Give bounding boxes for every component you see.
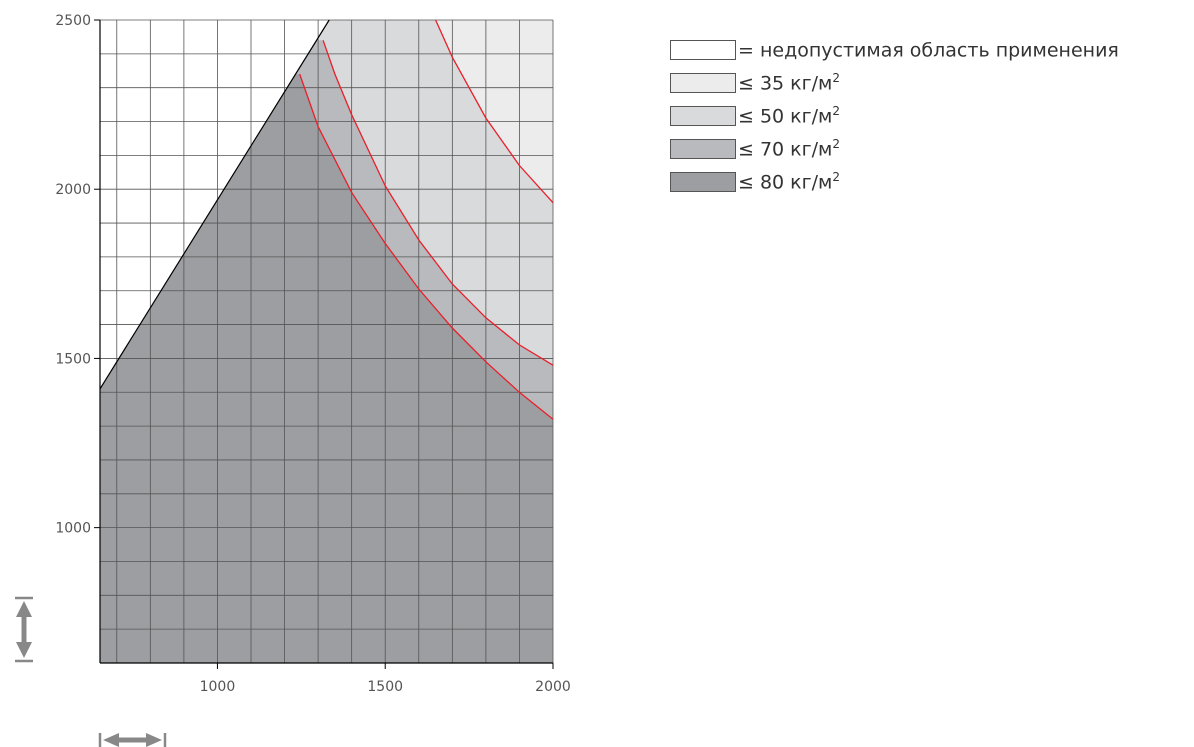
y-tick-label: 1000 (55, 521, 91, 537)
legend-swatch (670, 72, 736, 93)
legend-label: ≤ 35 кг/м2 (738, 70, 841, 95)
legend-label: ≤ 70 кг/м2 (738, 136, 841, 161)
horizontal-dimension-arrow-icon (98, 733, 167, 747)
boundary-line (99, 19, 330, 390)
y-tick-label: 1500 (55, 351, 91, 367)
legend-item: = недопустимая область применения (670, 33, 1119, 66)
legend-label: ≤ 50 кг/м2 (738, 103, 841, 128)
x-tick-label: 2000 (535, 679, 571, 695)
zone-area (100, 74, 553, 664)
legend: = недопустимая область применения ≤ 35 к… (670, 33, 1119, 198)
red-curve (322, 40, 554, 366)
legend-label: = недопустимая область применения (738, 39, 1119, 62)
legend-swatch (670, 138, 736, 159)
zone-areas (100, 20, 553, 664)
legend-item: ≤ 70 кг/м2 (670, 132, 1119, 165)
boundary-line-layer (99, 19, 330, 390)
legend-item: ≤ 35 кг/м2 (670, 66, 1119, 99)
legend-label: ≤ 80 кг/м2 (738, 169, 841, 194)
red-curves (299, 19, 554, 420)
legend-item: ≤ 80 кг/м2 (670, 165, 1119, 198)
y-tick-label: 2500 (55, 13, 91, 29)
x-tick-label: 1000 (200, 679, 236, 695)
x-tick-label: 1500 (367, 679, 403, 695)
red-curve (435, 19, 554, 204)
legend-item: ≤ 50 кг/м2 (670, 99, 1119, 132)
vertical-dimension-arrow-icon (15, 596, 33, 663)
y-tick-label: 2000 (55, 182, 91, 198)
axes (94, 19, 554, 669)
tick-labels: 1000 1500 2000 1000 1500 2000 2500 (55, 13, 570, 695)
legend-swatch (670, 39, 736, 60)
legend-swatch (670, 171, 736, 192)
legend-swatch (670, 105, 736, 126)
red-curve (299, 73, 554, 420)
